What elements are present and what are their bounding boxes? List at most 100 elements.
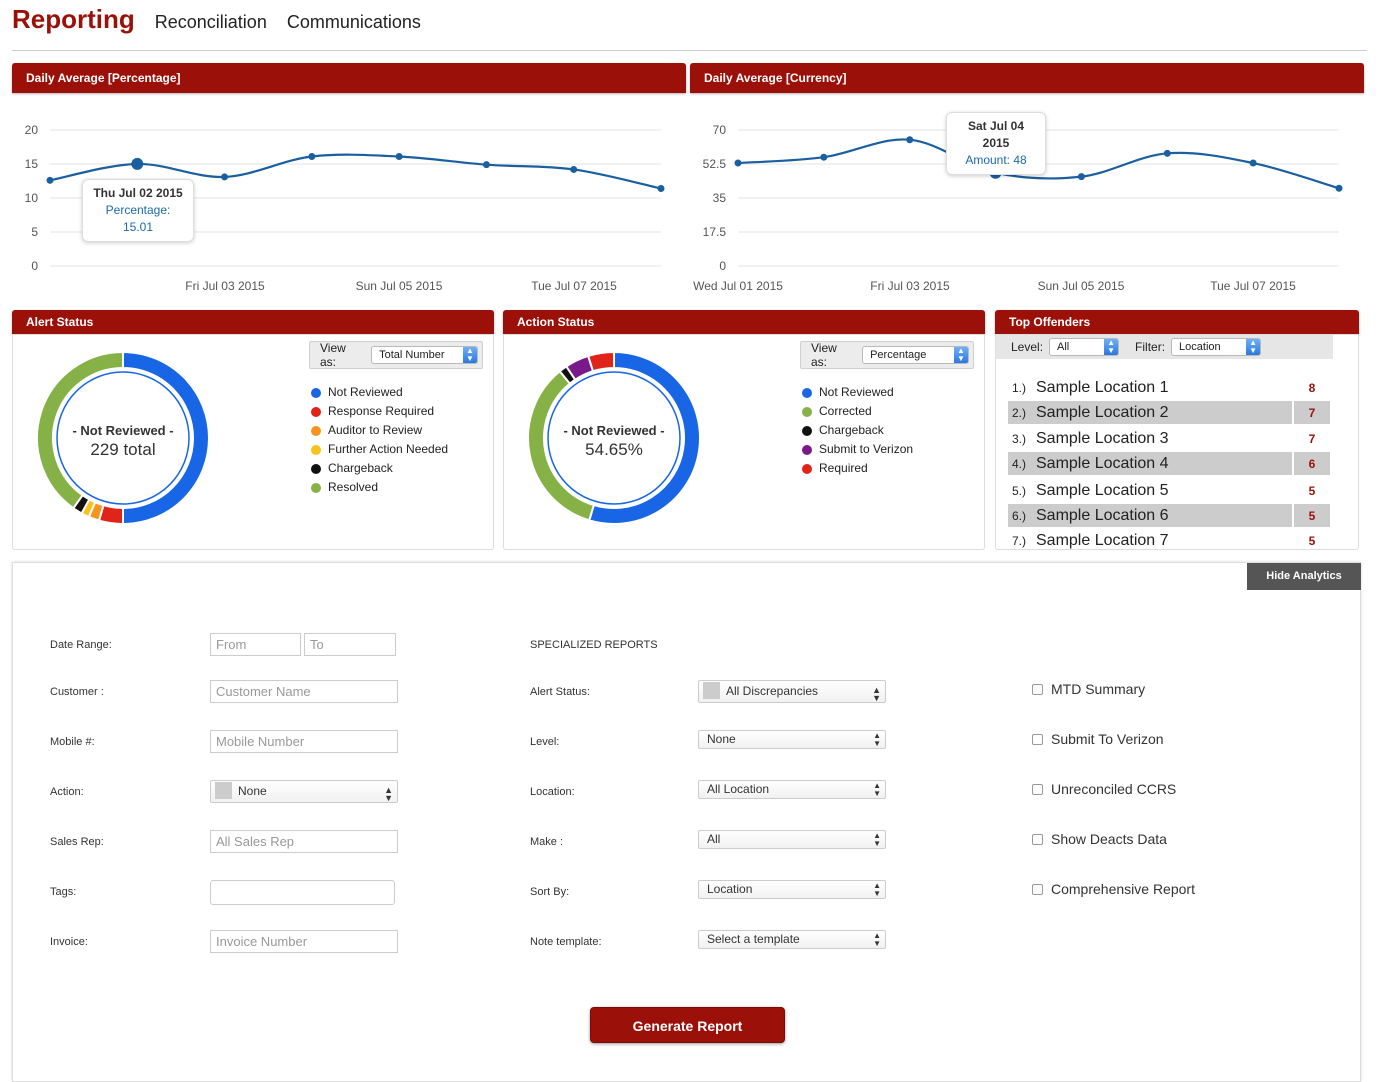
- select-value: Location: [707, 882, 753, 896]
- alert-status-select[interactable]: All Discrepancies ▲ ▼: [698, 680, 886, 703]
- legend-label: Required: [819, 461, 868, 475]
- data-point: [131, 157, 144, 170]
- show-deacts-data-checkbox[interactable]: Show Deacts Data: [1032, 831, 1167, 847]
- chevron-updown-icon: ▲ ▼: [384, 785, 393, 803]
- action-view-as-select[interactable]: Percentage ▲ ▼: [862, 346, 969, 364]
- checkbox-label: Comprehensive Report: [1051, 881, 1195, 897]
- tab-communications[interactable]: Communications: [286, 12, 421, 32]
- offender-count: 5: [1294, 504, 1330, 527]
- tab-reporting[interactable]: Reporting: [12, 4, 135, 34]
- select-value: All Location: [707, 782, 770, 796]
- data-point: [395, 153, 403, 161]
- x-tick-label: Fri Jul 03 2015: [870, 279, 950, 293]
- chevron-updown-icon: ▲ ▼: [1104, 339, 1119, 355]
- offender-row[interactable]: 7.) Sample Location 7 5: [1008, 529, 1330, 549]
- tab-reconciliation[interactable]: Reconciliation: [154, 12, 267, 32]
- checkbox-box[interactable]: [1032, 783, 1043, 795]
- percentage-line-chart: 20 15 10 5 0 Fri Jul 03 2015 Sun Jul 05 2015 Tu…: [25, 123, 665, 293]
- legend-dot: [311, 406, 321, 417]
- alert-swatch: [703, 682, 720, 700]
- chevron-updown-icon: ▲ ▼: [463, 347, 477, 363]
- select-value: None: [238, 784, 267, 798]
- offender-row[interactable]: 1.) Sample Location 1 8: [1008, 376, 1330, 399]
- offender-name: Sample Location 7: [1036, 531, 1169, 549]
- legend-dot: [311, 387, 321, 398]
- legend-item: Response Required: [311, 402, 448, 421]
- unreconciled-ccrs-checkbox[interactable]: Unreconciled CCRS: [1032, 781, 1176, 797]
- tooltip-date: Sat Jul 04 2015: [967, 119, 1025, 150]
- x-tick-label: Sun Jul 05 2015: [1038, 279, 1125, 293]
- hide-analytics-button[interactable]: Hide Analytics: [1247, 563, 1361, 590]
- select-value: None: [707, 732, 736, 746]
- location-select[interactable]: All Location ▲ ▼: [698, 780, 886, 799]
- mobile-label: Mobile #:: [50, 736, 95, 748]
- offender-row[interactable]: 5.) Sample Location 5 5: [1008, 479, 1330, 502]
- submit-to-verizon-checkbox[interactable]: Submit To Verizon: [1032, 731, 1164, 747]
- legend-label: Response Required: [328, 404, 435, 418]
- customer-label: Customer :: [50, 686, 104, 698]
- customer-input[interactable]: Customer Name: [210, 680, 398, 703]
- legend-label: Not Reviewed: [328, 385, 403, 399]
- currency-chart-header: Daily Average [Currency]: [690, 63, 1364, 93]
- data-point: [734, 159, 742, 167]
- data-point: [221, 173, 229, 181]
- action-donut-title: - Not Reviewed -: [563, 423, 665, 438]
- offender-count: 7: [1294, 401, 1330, 424]
- alert-view-as: View as: Total Number ▲ ▼: [309, 341, 483, 369]
- alert-donut-value: 229 total: [90, 440, 156, 459]
- offender-row[interactable]: 3.) Sample Location 3 7: [1008, 427, 1330, 450]
- offender-count: 5: [1308, 483, 1316, 498]
- level-select[interactable]: All ▲ ▼: [1049, 338, 1120, 356]
- invoice-input[interactable]: Invoice Number: [210, 930, 398, 953]
- mobile-input[interactable]: Mobile Number: [210, 730, 398, 753]
- legend-label: Further Action Needed: [328, 442, 449, 456]
- legend-item: Auditor to Review: [311, 421, 448, 440]
- y-tick-label: 20: [25, 123, 39, 137]
- offender-count: 7: [1308, 431, 1316, 446]
- generate-report-button[interactable]: Generate Report: [590, 1007, 785, 1043]
- data-point: [906, 136, 914, 144]
- mtd-summary-checkbox[interactable]: MTD Summary: [1032, 681, 1145, 697]
- data-point: [308, 153, 316, 161]
- alert-view-as-select[interactable]: Total Number ▲ ▼: [371, 346, 478, 364]
- action-label: Action:: [50, 786, 84, 798]
- sales-rep-input[interactable]: All Sales Rep: [210, 830, 398, 853]
- chevron-updown-icon: ▲ ▼: [954, 347, 968, 363]
- checkbox-box[interactable]: [1032, 883, 1043, 895]
- legend-label: Corrected: [819, 404, 872, 418]
- offender-name: Sample Location 5: [1036, 481, 1169, 499]
- legend-dot: [802, 444, 812, 455]
- view-as-label: View as:: [320, 341, 346, 369]
- sort-by-select[interactable]: Location ▲ ▼: [698, 880, 886, 899]
- level-select[interactable]: None ▲ ▼: [698, 730, 886, 749]
- make-select[interactable]: All ▲ ▼: [698, 830, 886, 849]
- filter-label: Filter:: [1135, 340, 1166, 354]
- legend-label: Resolved: [328, 480, 379, 494]
- donut-slice: [586, 352, 615, 373]
- comprehensive-report-checkbox[interactable]: Comprehensive Report: [1032, 881, 1195, 897]
- filter-select[interactable]: Location ▲ ▼: [1171, 338, 1262, 356]
- data-point: [1335, 184, 1343, 192]
- note-template-select[interactable]: Select a template ▲ ▼: [698, 930, 886, 949]
- legend-item: Submit to Verizon: [802, 440, 913, 459]
- date-to-input[interactable]: To: [304, 633, 396, 656]
- top-nav: Reporting Reconciliation Communications: [12, 4, 421, 44]
- offender-rank: 5.): [1012, 483, 1027, 498]
- checkbox-box[interactable]: [1032, 833, 1043, 845]
- date-from-input[interactable]: From: [210, 633, 301, 656]
- select-value: Location: [1179, 341, 1221, 353]
- tags-input[interactable]: [210, 880, 395, 905]
- legend-dot: [802, 463, 812, 474]
- select-value: Select a template: [707, 932, 800, 946]
- chevron-updown-icon: ▲ ▼: [872, 685, 881, 703]
- alert-donut-title: - Not Reviewed -: [72, 423, 174, 438]
- x-tick-label: Wed Jul 01 2015: [693, 279, 783, 293]
- legend-label: Auditor to Review: [328, 423, 423, 437]
- checkbox-box[interactable]: [1032, 683, 1043, 695]
- checkbox-box[interactable]: [1032, 733, 1043, 745]
- action-donut-value: 54.65%: [585, 440, 643, 459]
- action-select[interactable]: None ▲ ▼: [210, 780, 398, 803]
